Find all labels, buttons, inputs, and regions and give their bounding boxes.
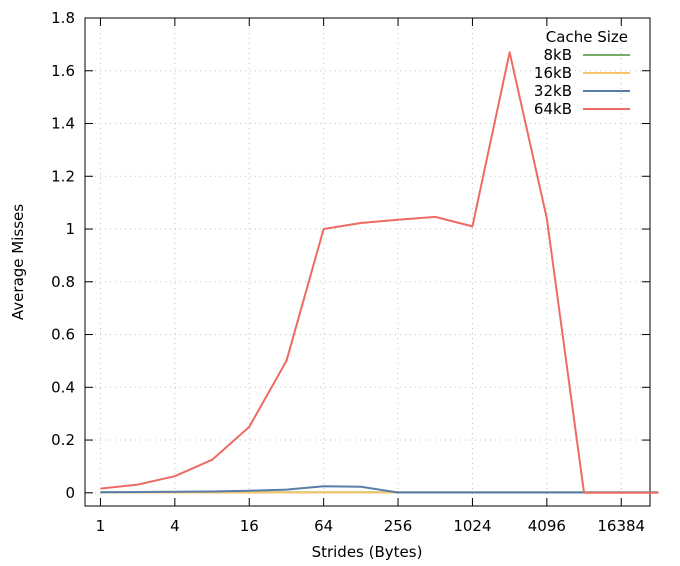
x-axis-label: Strides (Bytes) xyxy=(312,543,423,561)
legend-label: 64kB xyxy=(534,100,572,118)
y-tick-label: 1 xyxy=(65,220,75,238)
y-axis-label: Average Misses xyxy=(9,204,27,320)
x-tick-label: 16384 xyxy=(597,517,645,535)
y-tick-label: 0.6 xyxy=(51,326,75,344)
x-tick-label: 16 xyxy=(240,517,259,535)
x-tick-label: 256 xyxy=(384,517,413,535)
y-tick-label: 0.2 xyxy=(51,431,75,449)
y-tick-label: 1.8 xyxy=(51,9,75,27)
y-tick-label: 0.8 xyxy=(51,273,75,291)
y-tick-label: 1.4 xyxy=(51,115,75,133)
y-tick-label: 1.2 xyxy=(51,167,75,185)
y-axis: 0 0.2 0.4 0.6 0.8 1 1.2 1.4 1.6 1.8 xyxy=(51,9,650,502)
y-tick-label: 1.6 xyxy=(51,62,75,80)
plot-frame xyxy=(84,17,651,507)
y-tick-label: 0 xyxy=(65,484,75,502)
x-tick-label: 1 xyxy=(96,517,106,535)
legend-label: 8kB xyxy=(543,46,572,64)
legend-title: Cache Size xyxy=(546,28,628,46)
series-line-32kB xyxy=(100,485,659,494)
series-line-64kB xyxy=(100,51,659,494)
x-axis: 1 4 16 64 256 1024 4096 16384 xyxy=(96,18,645,535)
y-tick-label: 0.4 xyxy=(51,378,75,396)
x-tick-label: 4 xyxy=(170,517,180,535)
x-tick-label: 64 xyxy=(314,517,333,535)
x-tick-label: 4096 xyxy=(528,517,566,535)
legend-label: 16kB xyxy=(534,64,572,82)
legend-label: 32kB xyxy=(534,82,572,100)
x-tick-label: 1024 xyxy=(453,517,491,535)
series-lines xyxy=(100,51,659,494)
